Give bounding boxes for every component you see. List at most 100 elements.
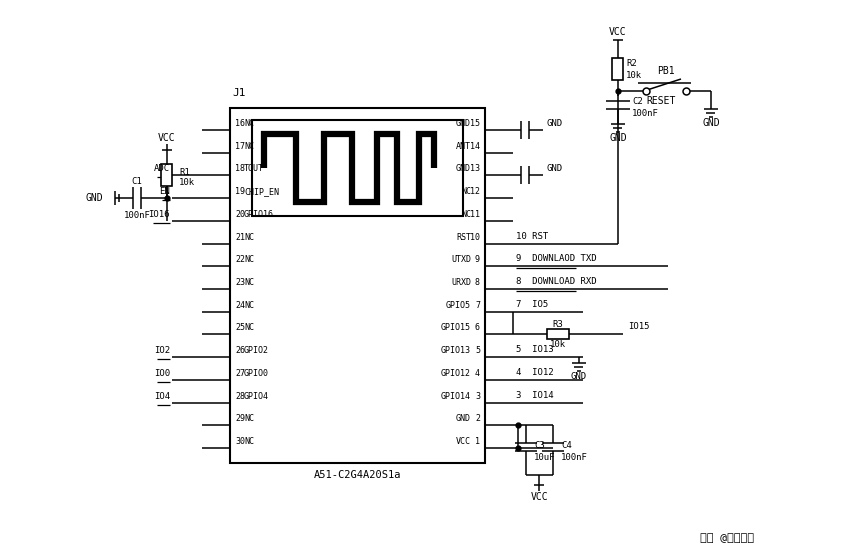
Text: 8  DOWNLOAD RXD: 8 DOWNLOAD RXD <box>516 277 597 286</box>
Text: 19: 19 <box>235 187 245 196</box>
Text: EN: EN <box>160 187 170 196</box>
Text: 100nF: 100nF <box>632 109 659 118</box>
Text: 14: 14 <box>470 142 480 151</box>
Text: 8: 8 <box>475 278 480 287</box>
Text: NC: NC <box>244 233 254 242</box>
Text: 22: 22 <box>235 256 245 264</box>
Text: PB1: PB1 <box>657 66 675 76</box>
Text: C1: C1 <box>132 177 143 186</box>
Text: NC: NC <box>244 324 254 333</box>
Text: C2: C2 <box>632 98 643 107</box>
Text: 100nF: 100nF <box>124 210 150 220</box>
Text: 27: 27 <box>235 369 245 378</box>
Text: VCC: VCC <box>610 27 627 37</box>
Text: IO4: IO4 <box>154 392 170 401</box>
Text: 26: 26 <box>235 346 245 355</box>
Text: R2: R2 <box>626 60 637 69</box>
Text: 29: 29 <box>235 414 245 424</box>
Text: VCC: VCC <box>456 437 471 446</box>
Text: NC: NC <box>244 437 254 446</box>
Text: 12: 12 <box>470 187 480 196</box>
Text: UTXD: UTXD <box>451 256 471 264</box>
Text: 24: 24 <box>235 301 245 310</box>
Text: GPIO2: GPIO2 <box>244 346 269 355</box>
Bar <box>252 120 463 216</box>
Text: 1: 1 <box>475 437 480 446</box>
Text: TOUT: TOUT <box>244 165 264 174</box>
Text: 10 RST: 10 RST <box>516 232 548 240</box>
Bar <box>612 58 623 80</box>
Text: NC: NC <box>244 301 254 310</box>
Text: 3: 3 <box>475 392 480 401</box>
Text: NC: NC <box>244 119 254 128</box>
Text: URXD: URXD <box>451 278 471 287</box>
Text: 25: 25 <box>235 324 245 333</box>
Text: GND: GND <box>702 118 720 128</box>
Text: VCC: VCC <box>158 133 176 143</box>
Text: 13: 13 <box>470 165 480 174</box>
Text: 9: 9 <box>475 256 480 264</box>
Text: NC: NC <box>244 278 254 287</box>
Text: 5: 5 <box>475 346 480 355</box>
Text: 20: 20 <box>235 210 245 219</box>
Bar <box>161 164 172 186</box>
Text: GND: GND <box>571 372 587 381</box>
Text: 10uF: 10uF <box>534 453 555 462</box>
Text: 5  IO13: 5 IO13 <box>516 345 554 354</box>
Text: GND: GND <box>610 133 627 143</box>
Text: ANT: ANT <box>456 142 471 151</box>
Text: 15: 15 <box>470 119 480 128</box>
Text: GPIO14: GPIO14 <box>441 392 471 401</box>
Text: ADC: ADC <box>154 165 170 174</box>
Text: 17: 17 <box>235 142 245 151</box>
Text: GPIO5: GPIO5 <box>446 301 471 310</box>
Text: NC: NC <box>244 142 254 151</box>
Text: GPIO4: GPIO4 <box>244 392 269 401</box>
Text: 10k: 10k <box>626 71 642 80</box>
Text: RESET: RESET <box>646 96 676 106</box>
Text: GND: GND <box>456 414 471 424</box>
Text: R1: R1 <box>179 167 189 177</box>
Text: 21: 21 <box>235 233 245 242</box>
Text: GPIO0: GPIO0 <box>244 369 269 378</box>
Text: IO0: IO0 <box>154 369 170 378</box>
Text: VCC: VCC <box>531 492 548 502</box>
Text: 23: 23 <box>235 278 245 287</box>
Text: R3: R3 <box>553 320 564 329</box>
Text: 10k: 10k <box>179 177 195 186</box>
Text: IO2: IO2 <box>154 346 170 355</box>
Text: 100nF: 100nF <box>561 453 588 462</box>
Text: 4  IO12: 4 IO12 <box>516 368 554 377</box>
Bar <box>230 108 485 463</box>
Text: GND: GND <box>86 193 103 203</box>
Text: 6: 6 <box>475 324 480 333</box>
Text: 7: 7 <box>475 301 480 310</box>
Text: 11: 11 <box>470 210 480 219</box>
Text: GND: GND <box>456 165 471 174</box>
Text: GND: GND <box>547 119 563 128</box>
Text: NC: NC <box>461 210 471 219</box>
Text: CHIP_EN: CHIP_EN <box>244 187 279 196</box>
Text: NC: NC <box>244 256 254 264</box>
Text: C4: C4 <box>561 441 571 450</box>
Text: 3  IO14: 3 IO14 <box>516 391 554 400</box>
Text: RST: RST <box>456 233 471 242</box>
Text: 10k: 10k <box>550 340 566 349</box>
Text: GND: GND <box>547 165 563 174</box>
Text: IO15: IO15 <box>628 323 649 331</box>
Text: GPIO15: GPIO15 <box>441 324 471 333</box>
Text: 18: 18 <box>235 165 245 174</box>
Text: C3: C3 <box>534 441 545 450</box>
Text: J1: J1 <box>232 88 245 98</box>
Text: GND: GND <box>456 119 471 128</box>
Text: 知乎 @泽耀科技: 知乎 @泽耀科技 <box>700 533 754 543</box>
Text: 2: 2 <box>475 414 480 424</box>
Text: NC: NC <box>244 414 254 424</box>
Text: 28: 28 <box>235 392 245 401</box>
Text: 9  DOWNLAOD TXD: 9 DOWNLAOD TXD <box>516 254 597 263</box>
Text: 10: 10 <box>470 233 480 242</box>
Text: GPIO16: GPIO16 <box>244 210 274 219</box>
Text: 4: 4 <box>475 369 480 378</box>
Text: A51-C2G4A20S1a: A51-C2G4A20S1a <box>314 470 402 480</box>
Text: 30: 30 <box>235 437 245 446</box>
